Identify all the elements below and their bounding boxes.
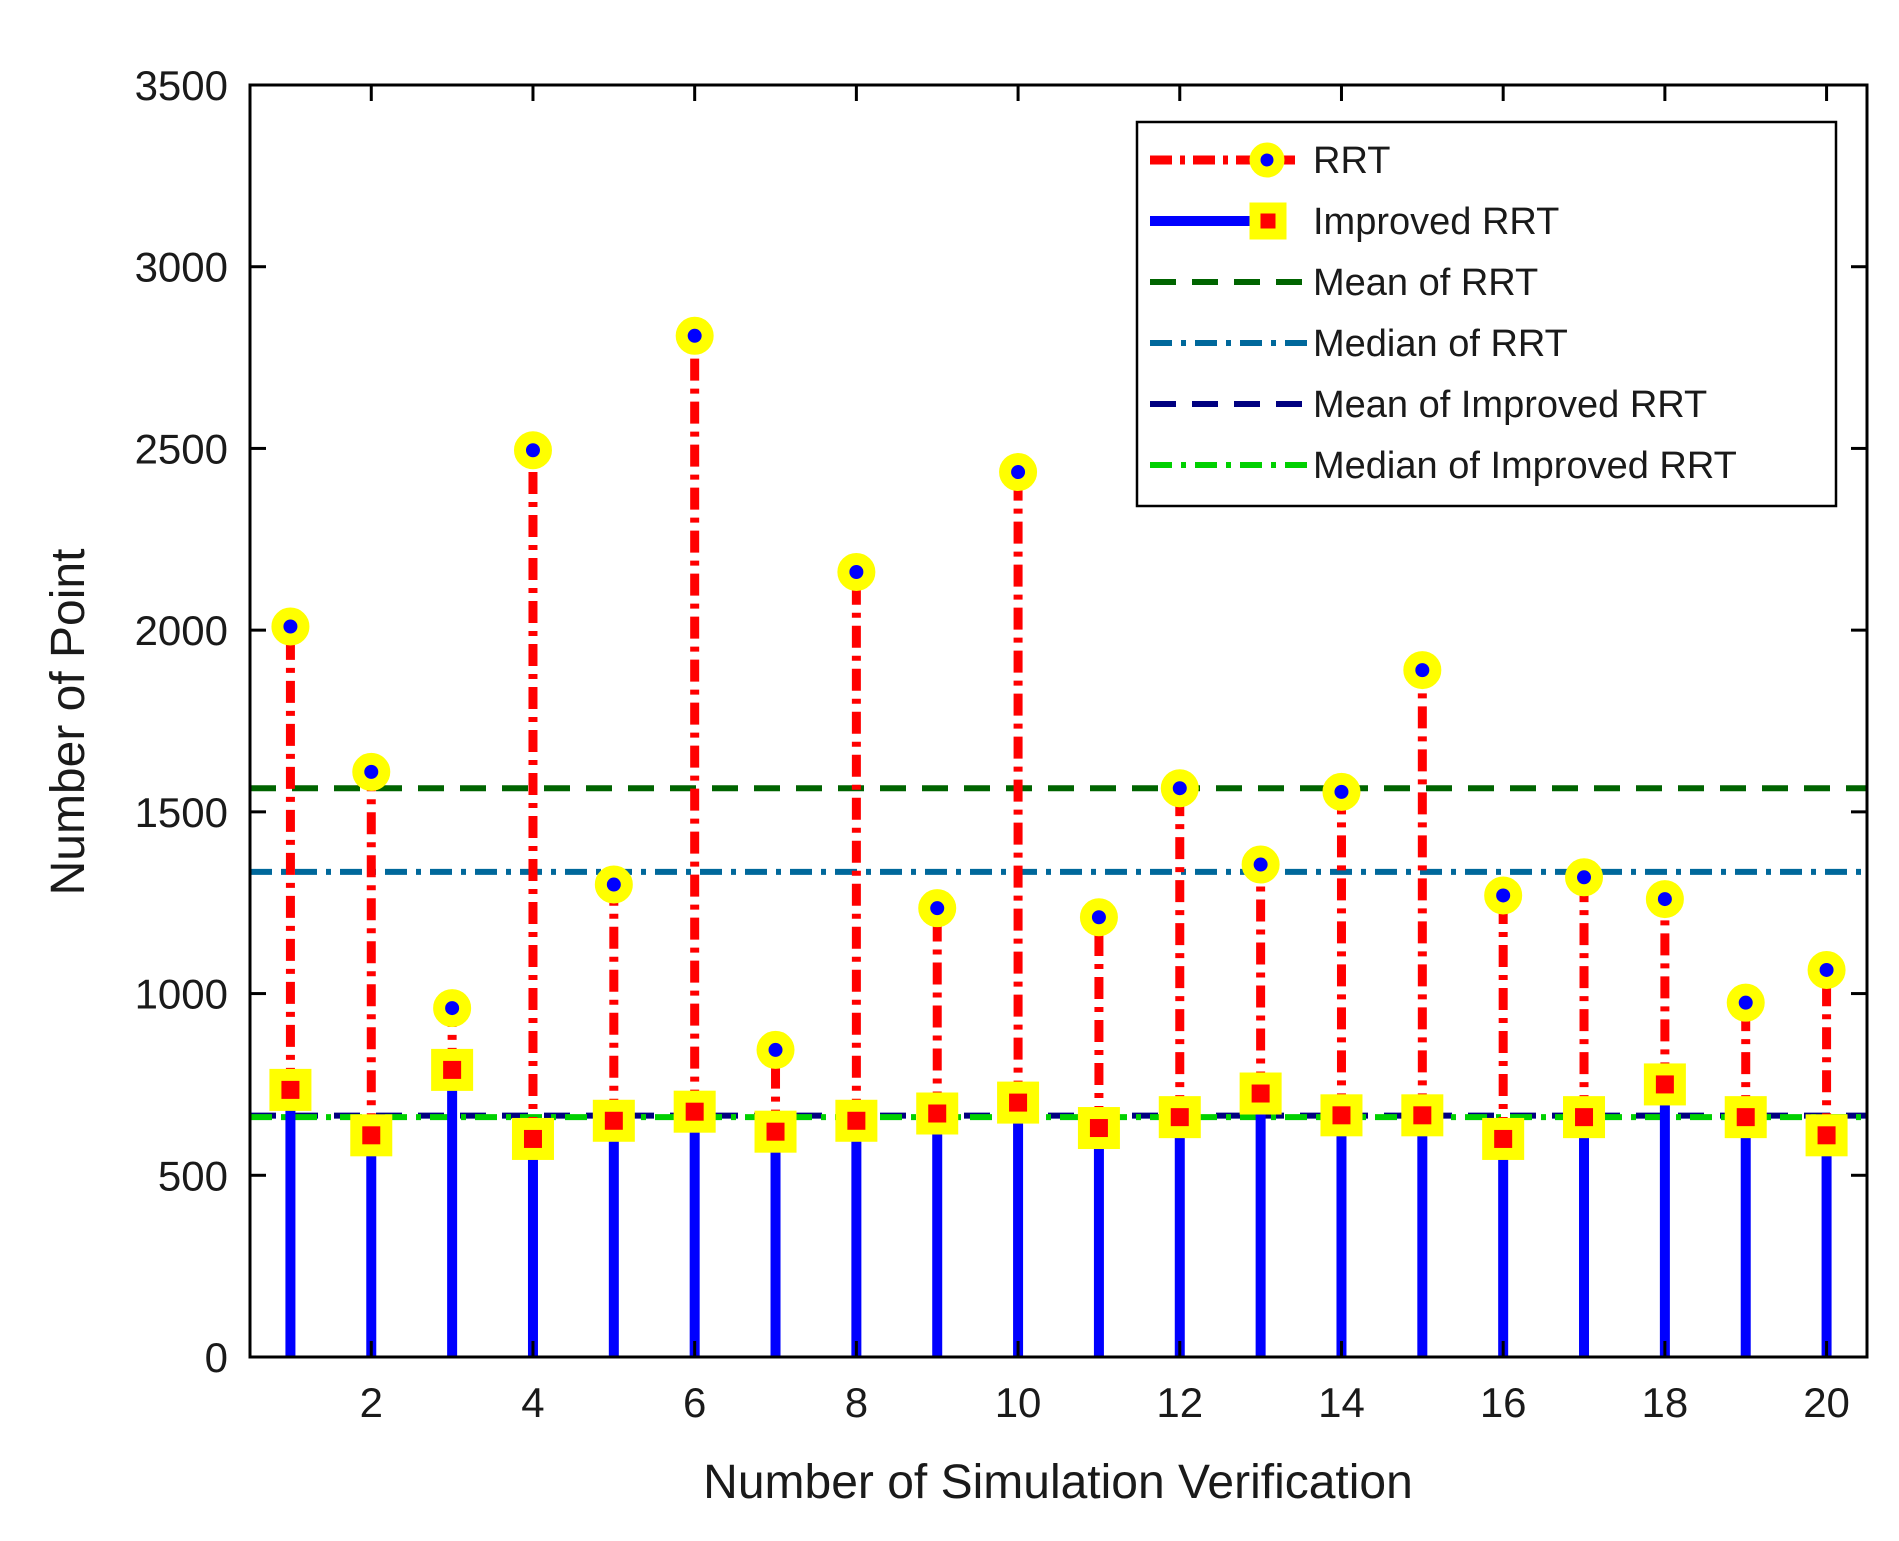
- rrt-stems-layer: [285, 335, 1832, 1139]
- rrt-point: [1565, 858, 1604, 897]
- legend-swatch-rrt-marker: [1249, 142, 1285, 178]
- y-tick-label: 1000: [135, 971, 228, 1018]
- legend-label-rrt: RRT: [1313, 140, 1390, 182]
- rrt-point: [352, 752, 391, 791]
- rrt-point: [433, 989, 472, 1028]
- x-tick-label: 6: [683, 1379, 706, 1426]
- legend-box: [1135, 120, 1838, 508]
- rrt-point: [513, 431, 552, 470]
- improved-rrt-point: [1805, 1114, 1848, 1157]
- x-tick-label: 4: [521, 1379, 544, 1426]
- improved-rrt-point: [997, 1081, 1040, 1124]
- improved-rrt-point: [835, 1099, 878, 1142]
- improved-rrt-point: [1320, 1094, 1363, 1137]
- rrt-point: [1160, 769, 1199, 808]
- legend-label-mean-of-rrt: Mean of RRT: [1313, 262, 1538, 304]
- improved-rrt-point: [269, 1068, 312, 1111]
- improved-rrt-point: [916, 1092, 959, 1135]
- x-tick-label: 8: [845, 1379, 868, 1426]
- y-axis-label: Number of Point: [42, 549, 95, 896]
- x-tick-label: 12: [1156, 1379, 1203, 1426]
- improved-rrt-point: [1158, 1096, 1201, 1139]
- rrt-point: [756, 1030, 795, 1069]
- rrt-point: [675, 316, 714, 355]
- improved-rrt-stems-layer: [285, 1069, 1832, 1357]
- y-tick-label: 2500: [135, 425, 228, 472]
- rrt-point: [271, 607, 310, 646]
- legend-swatch-improved-rrt-marker: [1249, 202, 1287, 240]
- x-tick-label: 18: [1642, 1379, 1689, 1426]
- rrt-point: [1241, 845, 1280, 884]
- improved-rrt-point: [1482, 1117, 1525, 1160]
- y-tick-label: 0: [205, 1334, 228, 1381]
- y-tick-label: 1500: [135, 789, 228, 836]
- x-tick-label: 20: [1803, 1379, 1850, 1426]
- x-axis-label: Number of Simulation Verification: [703, 1456, 1413, 1509]
- improved-rrt-point: [1239, 1072, 1282, 1115]
- y-tick-label: 3500: [135, 62, 228, 109]
- rrt-point: [918, 889, 957, 928]
- improved-rrt-point: [592, 1099, 635, 1142]
- improved-rrt-point: [754, 1110, 797, 1153]
- rrt-point: [1322, 772, 1361, 811]
- y-tick-label: 500: [158, 1152, 228, 1199]
- legend: RRT Improved RRT Mean of RRT Median of RRT M…: [1135, 120, 1838, 508]
- x-tick-label: 10: [995, 1379, 1042, 1426]
- x-tick-label: 16: [1480, 1379, 1527, 1426]
- rrt-point: [1079, 898, 1118, 937]
- improved-rrt-point: [1724, 1096, 1767, 1139]
- improved-rrt-point: [350, 1114, 393, 1157]
- rrt-point: [999, 453, 1038, 492]
- plot-area-frame: [248, 83, 1869, 1359]
- legend-label-improved-rrt: Improved RRT: [1313, 201, 1559, 243]
- rrt-point: [837, 552, 876, 591]
- rrt-point: [594, 865, 633, 904]
- legend-label-median-of-improved-rrt: Median of Improved RRT: [1313, 445, 1737, 487]
- improved-rrt-point: [673, 1090, 716, 1133]
- improved-rrt-point: [1077, 1107, 1120, 1150]
- y-tick-label: 2000: [135, 607, 228, 654]
- x-tick-label: 14: [1318, 1379, 1365, 1426]
- improved-rrt-point: [1401, 1094, 1444, 1137]
- legend-label-mean-of-improved-rrt: Mean of Improved RRT: [1313, 384, 1707, 426]
- rrt-point: [1484, 876, 1523, 915]
- rrt-point: [1403, 651, 1442, 690]
- improved-rrt-point: [1563, 1096, 1606, 1139]
- y-tick-label: 3000: [135, 244, 228, 291]
- rrt-point: [1726, 983, 1765, 1022]
- axis-ticks-layer: 0 500 1000 1500 2000 2500 3000 3500 2 4 6 8 10 12 14 16…: [135, 62, 1867, 1426]
- improved-rrt-point: [511, 1117, 554, 1160]
- improved-rrt-point: [431, 1048, 474, 1091]
- markers-layer: [269, 316, 1848, 1160]
- rrt-point: [1807, 950, 1846, 989]
- rrt-point: [1645, 880, 1684, 919]
- legend-label-median-of-rrt: Median of RRT: [1313, 323, 1568, 365]
- x-tick-label: 2: [360, 1379, 383, 1426]
- improved-rrt-point: [1643, 1063, 1686, 1106]
